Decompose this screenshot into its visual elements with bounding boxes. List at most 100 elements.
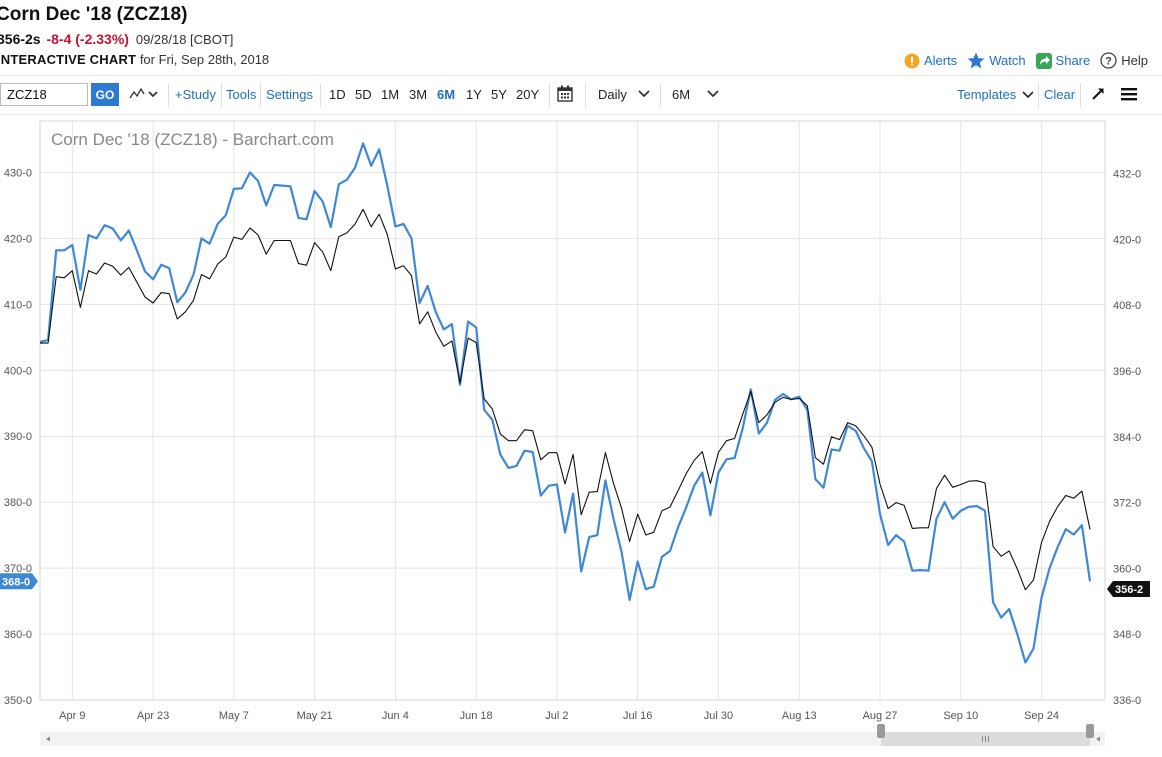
price-tags: 368-0 356-2 bbox=[0, 573, 1150, 597]
range-navigator[interactable] bbox=[40, 724, 1105, 746]
interval-dropdown[interactable]: Daily bbox=[598, 87, 651, 102]
toolbar-divider bbox=[585, 83, 586, 107]
chevron-down-icon bbox=[637, 90, 650, 98]
right-axis-tick-label: 432-0 bbox=[1113, 169, 1141, 181]
right-price-tag bbox=[1107, 580, 1150, 597]
calendar-button[interactable] bbox=[557, 85, 573, 105]
right-price-tag-label: 356-2 bbox=[1115, 584, 1143, 596]
symbol-input[interactable] bbox=[0, 83, 88, 106]
grid-lines bbox=[40, 121, 1105, 701]
expand-arrow-icon bbox=[1092, 88, 1104, 100]
toolbar-divider bbox=[1080, 83, 1081, 107]
series-line-blue bbox=[39, 142, 1092, 664]
price-chart[interactable]: Corn Dec '18 (ZCZ18) - Barchart.com 350-… bbox=[0, 113, 1162, 752]
help-icon: ? bbox=[1100, 52, 1117, 69]
toolbar-divider bbox=[168, 83, 169, 107]
left-axis-tick-label: 350-0 bbox=[4, 695, 32, 707]
toolbar-divider bbox=[660, 83, 661, 107]
right-axis-tick-label: 372-0 bbox=[1113, 498, 1141, 510]
range-1y[interactable]: 1Y bbox=[466, 87, 482, 102]
watch-button[interactable]: Watch bbox=[967, 52, 1026, 69]
x-axis-tick-label: Jun 18 bbox=[460, 710, 493, 722]
x-axis-tick-label: Sep 10 bbox=[943, 710, 978, 722]
range-1d[interactable]: 1D bbox=[329, 87, 346, 102]
x-axis-tick-label: Jul 16 bbox=[623, 710, 652, 722]
toolbar-divider bbox=[549, 83, 550, 107]
left-axis-tick-label: 380-0 bbox=[4, 497, 32, 509]
toolbar-divider bbox=[260, 83, 261, 107]
chart-subtitle: INTERACTIVE CHART for Fri, Sep 28th, 201… bbox=[0, 52, 269, 67]
go-button[interactable]: GO bbox=[91, 83, 119, 106]
clear-button[interactable]: Clear bbox=[1044, 87, 1076, 102]
menu-button[interactable] bbox=[1121, 87, 1137, 104]
range-1m[interactable]: 1M bbox=[381, 87, 400, 102]
range-20y[interactable]: 20Y bbox=[516, 87, 540, 102]
chart-title: Corn Dec '18 (ZCZ18) - Barchart.com bbox=[51, 130, 334, 149]
header-actions: Alerts Watch Share ? Help bbox=[904, 52, 1148, 69]
navigator-track bbox=[40, 732, 1105, 746]
navigator-left-handle[interactable] bbox=[877, 724, 885, 738]
left-axis-tick-label: 370-0 bbox=[4, 563, 32, 575]
period-dropdown[interactable]: 6M bbox=[672, 87, 720, 102]
x-axis-tick-label: Apr 23 bbox=[137, 710, 169, 722]
right-axis: 336-0 348-0 360-0 372-0 384-0 396-0 408-0 420-0… bbox=[1113, 169, 1141, 707]
quote-line: 356-2s -8-4 (-2.33%) 09/28/18 [CBOT] bbox=[0, 31, 233, 47]
right-axis-tick-label: 336-0 bbox=[1113, 695, 1141, 707]
range-5y[interactable]: 5Y bbox=[491, 87, 507, 102]
scroll-left-icon[interactable] bbox=[46, 736, 50, 742]
x-axis: Apr 9 Apr 23 May 7 May 21 Jun 4 Jun 18 Jul 2 Ju… bbox=[59, 710, 1059, 722]
right-axis-tick-label: 384-0 bbox=[1113, 432, 1141, 444]
range-6m[interactable]: 6M bbox=[437, 87, 456, 102]
alerts-button[interactable]: Alerts bbox=[904, 53, 957, 69]
scroll-right-icon[interactable] bbox=[1096, 736, 1100, 742]
x-axis-tick-label: Aug 27 bbox=[863, 710, 898, 722]
period-label: 6M bbox=[672, 87, 691, 102]
toolbar-divider bbox=[1038, 83, 1039, 107]
x-axis-tick-label: May 21 bbox=[297, 710, 333, 722]
share-button[interactable]: Share bbox=[1035, 52, 1091, 69]
share-label: Share bbox=[1055, 53, 1091, 68]
x-axis-tick-label: Aug 13 bbox=[782, 710, 817, 722]
page-title: Corn Dec '18 (ZCZ18) bbox=[0, 4, 188, 25]
range-3m[interactable]: 3M bbox=[409, 87, 428, 102]
right-axis-tick-label: 396-0 bbox=[1113, 366, 1141, 378]
right-axis-tick-label: 420-0 bbox=[1113, 234, 1141, 246]
help-button[interactable]: ? Help bbox=[1100, 52, 1148, 69]
chart-svg: Corn Dec '18 (ZCZ18) - Barchart.com 350-… bbox=[0, 120, 1150, 746]
star-icon bbox=[967, 52, 985, 69]
tools-button[interactable]: Tools bbox=[226, 87, 257, 102]
left-axis-tick-label: 360-0 bbox=[4, 629, 32, 641]
x-axis-tick-label: May 7 bbox=[219, 710, 249, 722]
line-chart-icon bbox=[129, 87, 158, 99]
chart-toolbar: GO +Study Tools Settings 1D 5D 1M 3M 6M … bbox=[0, 75, 1162, 115]
right-axis-tick-label: 408-0 bbox=[1113, 300, 1141, 312]
help-label: Help bbox=[1121, 53, 1148, 68]
templates-dropdown[interactable]: Templates bbox=[957, 87, 1034, 102]
left-axis-tick-label: 390-0 bbox=[4, 431, 32, 443]
left-axis: 350-0 360-0 370-0 380-0 390-0 400-0 410-0 420-0… bbox=[4, 167, 32, 707]
alerts-label: Alerts bbox=[923, 53, 958, 68]
share-icon bbox=[1035, 52, 1052, 69]
x-axis-tick-label: Apr 9 bbox=[59, 710, 85, 722]
settings-button[interactable]: Settings bbox=[266, 87, 313, 102]
plot-frame bbox=[39, 120, 1106, 701]
study-button[interactable]: +Study bbox=[175, 87, 216, 102]
right-axis-tick-label: 360-0 bbox=[1113, 563, 1141, 575]
expand-button[interactable] bbox=[1091, 87, 1105, 104]
watch-label: Watch bbox=[989, 53, 1026, 68]
subtitle-bold: INTERACTIVE CHART bbox=[0, 52, 137, 67]
x-axis-tick-label: Jul 2 bbox=[545, 710, 568, 722]
chart-type-dropdown[interactable] bbox=[129, 85, 159, 106]
x-axis-tick-label: Sep 24 bbox=[1024, 710, 1059, 722]
interval-label: Daily bbox=[598, 87, 627, 102]
x-axis-tick-label: Jul 30 bbox=[704, 710, 733, 722]
svg-text:?: ? bbox=[1105, 56, 1112, 68]
range-5d[interactable]: 5D bbox=[355, 87, 372, 102]
left-price-tag bbox=[0, 573, 38, 590]
quote-header: Corn Dec '18 (ZCZ18) 356-2s -8-4 (-2.33%… bbox=[0, 0, 1162, 74]
calendar-icon bbox=[557, 85, 573, 102]
toolbar-divider bbox=[320, 83, 321, 107]
chevron-down-icon bbox=[1022, 91, 1034, 99]
chevron-down-icon bbox=[707, 90, 719, 98]
navigator-right-handle[interactable] bbox=[1086, 724, 1094, 738]
